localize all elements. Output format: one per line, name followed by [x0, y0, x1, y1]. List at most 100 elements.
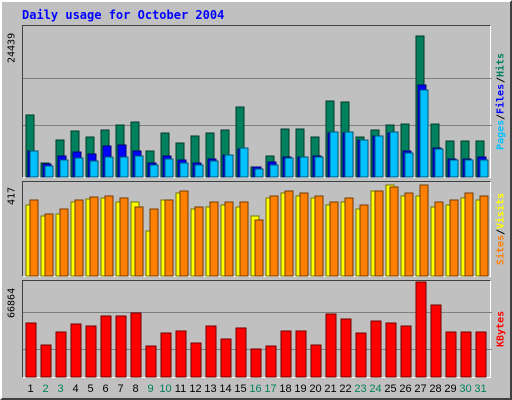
pages-bar [104, 156, 114, 178]
kbytes-bar [175, 330, 187, 378]
pages-bar [239, 147, 249, 178]
sites-bar [74, 199, 84, 277]
x-tick-label: 15 [234, 383, 247, 395]
hits-y-max-label: 24439 [6, 32, 18, 64]
sites-bar [464, 192, 474, 277]
pages-bar-rect [299, 156, 309, 178]
pages-bar [404, 152, 414, 178]
x-tick-label: 30 [459, 383, 472, 395]
kbytes-bar [100, 315, 112, 378]
sites-bar-rect [74, 199, 84, 277]
kbytes-bar-rect [355, 332, 367, 378]
pages-bar-rect [194, 164, 204, 178]
pages-bar-rect [74, 157, 84, 178]
kbytes-bar-rect [250, 348, 262, 378]
pages-bar [479, 159, 489, 178]
x-tick-label: 6 [102, 383, 109, 395]
kbytes-bar [370, 320, 382, 378]
x-tick-label: 3 [57, 383, 64, 395]
sites-bar-rect [134, 206, 144, 277]
x-tick-label: 11 [174, 383, 187, 395]
pages-bar [149, 164, 159, 178]
pages-bar-rect [209, 160, 219, 178]
pages-bar [209, 160, 219, 178]
sites-bar [224, 201, 234, 277]
kbytes-bar [310, 344, 322, 378]
kbytes-bar-rect [145, 345, 157, 378]
sites-bar-rect [389, 186, 399, 277]
legend-visits: Visits [495, 192, 507, 229]
x-tick-label: 18 [279, 383, 292, 395]
pages-bar-rect [134, 155, 144, 178]
kbytes-bar-rect [85, 325, 97, 378]
kbytes-bar [385, 322, 397, 378]
sites-bar-rect [44, 213, 54, 277]
pages-bar [299, 156, 309, 178]
sites-bar [29, 199, 39, 277]
pages-bar-rect [164, 158, 174, 178]
kbytes-bar [475, 331, 487, 378]
pages-bar-rect [269, 164, 279, 178]
x-tick-label: 20 [309, 383, 322, 395]
pages-bar-rect [419, 89, 429, 178]
pages-bar-rect [374, 135, 384, 178]
sites-bar [149, 208, 159, 277]
legend-kbytes: KBytes [495, 310, 507, 348]
sites-bar-rect [404, 192, 414, 277]
pages-bar [269, 164, 279, 178]
kbytes-bar-rect [205, 325, 217, 378]
kbytes-bar [265, 345, 277, 378]
x-tick-label: 2 [42, 383, 49, 395]
kbytes-bar [340, 318, 352, 378]
pages-bar-rect [224, 154, 234, 178]
pages-bar-rect [404, 152, 414, 178]
pages-bar-rect [59, 159, 69, 178]
pages-bar-rect [179, 162, 189, 178]
kbytes-panel [22, 280, 492, 378]
sites-visits-chart [25, 184, 489, 277]
x-tick-label: 31 [474, 383, 487, 395]
pages-bar-rect [119, 156, 129, 178]
sites-y-max-label: 417 [6, 186, 18, 206]
kbytes-bar [280, 330, 292, 378]
kbytes-bar [190, 342, 202, 378]
sites-visits-panel [22, 181, 491, 277]
sites-bar-rect [329, 201, 339, 277]
sites-bar-rect [449, 199, 459, 277]
pages-bar [224, 154, 234, 178]
x-tick-label: 25 [384, 383, 397, 395]
pages-bar [419, 89, 429, 178]
hits-files-pages-chart [23, 35, 492, 178]
sites-bar [479, 195, 489, 277]
pages-bar-rect [89, 160, 99, 178]
kbytes-bar [145, 345, 157, 378]
pages-bar-rect [344, 131, 354, 178]
pages-bar [29, 150, 39, 178]
sites-bar [344, 197, 354, 277]
kbytes-bar [40, 344, 52, 378]
sites-bar-rect [419, 184, 429, 277]
sites-bar-rect [29, 199, 39, 277]
sites-bar [104, 195, 114, 277]
pages-bar [74, 157, 84, 178]
kbytes-bar [295, 330, 307, 378]
sites-bar-rect [179, 190, 189, 277]
sites-bar-rect [89, 196, 99, 277]
kbytes-bar-rect [235, 327, 247, 378]
sites-bar [44, 213, 54, 277]
x-tick-label: 24 [369, 383, 382, 395]
kbytes-bar [25, 322, 37, 378]
pages-bar-rect [149, 164, 159, 178]
kbytes-bar [355, 332, 367, 378]
pages-bar-rect [359, 139, 369, 178]
kbytes-bar-rect [160, 332, 172, 378]
x-axis-day-labels: 1 2 3 4 5 6 7 8 9 10 11 12 13 14 15 16 17 18 19 20 21 22 23 24 2… [22, 382, 491, 396]
pages-bar [254, 168, 264, 178]
sites-bar-rect [194, 206, 204, 277]
kbytes-bar [235, 327, 247, 378]
pages-bar-rect [389, 131, 399, 178]
pages-bar [44, 165, 54, 178]
x-tick-label: 12 [189, 383, 202, 395]
pages-bar-rect [479, 159, 489, 178]
chart-title: Daily usage for October 2004 [22, 8, 225, 22]
